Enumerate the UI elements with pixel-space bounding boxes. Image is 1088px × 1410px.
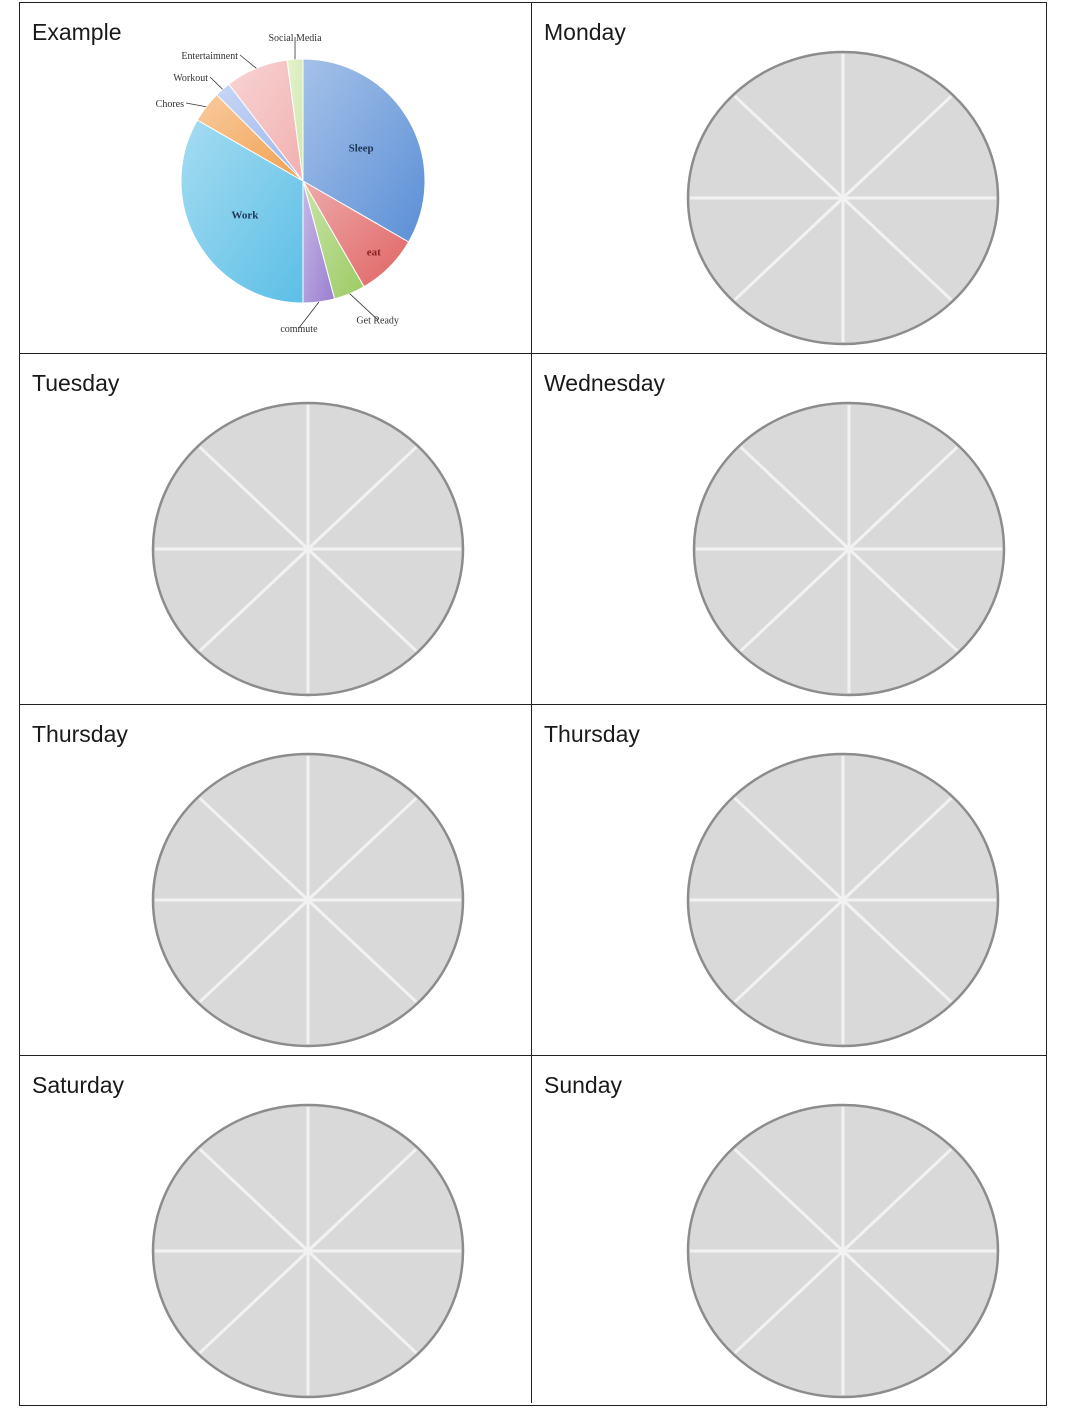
- wheel-divider: [841, 797, 953, 902]
- wheel-divider: [739, 547, 851, 652]
- wheel-divider: [841, 1148, 953, 1253]
- cell-tuesday: Tuesday: [20, 354, 532, 705]
- wheel-divider: [841, 196, 953, 301]
- cell-label-thursday-right: Thursday: [544, 721, 640, 747]
- wheel-divider: [733, 196, 845, 301]
- wheel-divider: [739, 446, 851, 551]
- wheel-divider: [198, 1148, 310, 1253]
- pie-label-eat: eat: [367, 247, 381, 259]
- wheel-divider: [306, 797, 418, 902]
- wheel-divider: [306, 898, 418, 1003]
- pie-slice-sleep: [302, 58, 426, 243]
- pie-label-get-ready: Get Ready: [356, 316, 399, 327]
- blank-wheel-wednesday: [692, 401, 1006, 697]
- cell-sunday: Sunday: [532, 1056, 1046, 1403]
- blank-wheel-thursday-left: [151, 752, 465, 1048]
- wheel-divider: [841, 95, 953, 200]
- pie-label-social-media: Social Media: [268, 33, 322, 44]
- cell-saturday: Saturday: [20, 1056, 532, 1403]
- pie-label-entertaimnent: Entertaimnent: [181, 51, 238, 62]
- blank-wheel-monday: [686, 50, 1000, 346]
- cell-label-monday: Monday: [544, 19, 626, 45]
- wheel-divider: [847, 446, 959, 551]
- wheel-divider: [198, 446, 310, 551]
- pie-leader-line: [185, 102, 207, 108]
- pie-label-commute: commute: [280, 324, 318, 335]
- wheel-divider: [198, 797, 310, 902]
- cell-label-sunday: Sunday: [544, 1072, 623, 1098]
- wheel-divider: [306, 1148, 418, 1253]
- pie-leader-line: [209, 76, 223, 90]
- cell-thursday-right: Thursday: [532, 705, 1046, 1056]
- wheel-divider: [306, 446, 418, 551]
- wheel-divider: [733, 797, 845, 902]
- weekly-grid: Example Sleep eat Get Ready commute Work Chor…: [19, 2, 1047, 1406]
- wheel-divider: [306, 547, 418, 652]
- wheel-divider: [847, 547, 959, 652]
- wheel-divider: [841, 898, 953, 1003]
- cell-label-thursday-left: Thursday: [32, 721, 128, 747]
- wheel-divider: [733, 898, 845, 1003]
- pie-label-sleep: Sleep: [349, 142, 374, 154]
- wheel-divider: [733, 95, 845, 200]
- pie-label-chores: Chores: [156, 99, 184, 110]
- cell-monday: Monday: [532, 3, 1046, 354]
- blank-wheel-tuesday: [151, 401, 465, 697]
- wheel-divider: [733, 1249, 845, 1354]
- pie-leader-line: [298, 301, 320, 329]
- pie-leader-line: [239, 54, 257, 69]
- wheel-divider: [733, 1148, 845, 1253]
- cell-label-wednesday: Wednesday: [544, 370, 666, 396]
- pie-leader-line: [349, 293, 378, 321]
- pie-slice-work: [180, 119, 304, 304]
- wheel-divider: [306, 1249, 418, 1354]
- cell-wednesday: Wednesday: [532, 354, 1046, 705]
- cell-label-tuesday: Tuesday: [32, 370, 120, 396]
- cell-example: Example Sleep eat Get Ready commute Work Chor…: [20, 3, 532, 354]
- cell-thursday-left: Thursday: [20, 705, 532, 1056]
- pie-label-work: Work: [231, 210, 259, 222]
- wheel-divider: [198, 1249, 310, 1354]
- wheel-divider: [841, 1249, 953, 1354]
- cell-label-saturday: Saturday: [32, 1072, 125, 1098]
- activity-worksheet: Example Sleep eat Get Ready commute Work Chor…: [19, 2, 1047, 1406]
- pie-label-workout: Workout: [173, 73, 208, 84]
- blank-wheel-saturday: [151, 1103, 465, 1399]
- wheel-divider: [198, 547, 310, 652]
- example-pie-svg: Sleep eat Get Ready commute Work Chores Workou…: [156, 33, 426, 335]
- blank-wheel-thursday-right: [686, 752, 1000, 1048]
- wheel-divider: [198, 898, 310, 1003]
- blank-wheel-sunday: [686, 1103, 1000, 1399]
- example-pie-chart: Sleep eat Get Ready commute Work Chores Workou…: [120, 21, 450, 341]
- cell-label-example: Example: [32, 19, 122, 45]
